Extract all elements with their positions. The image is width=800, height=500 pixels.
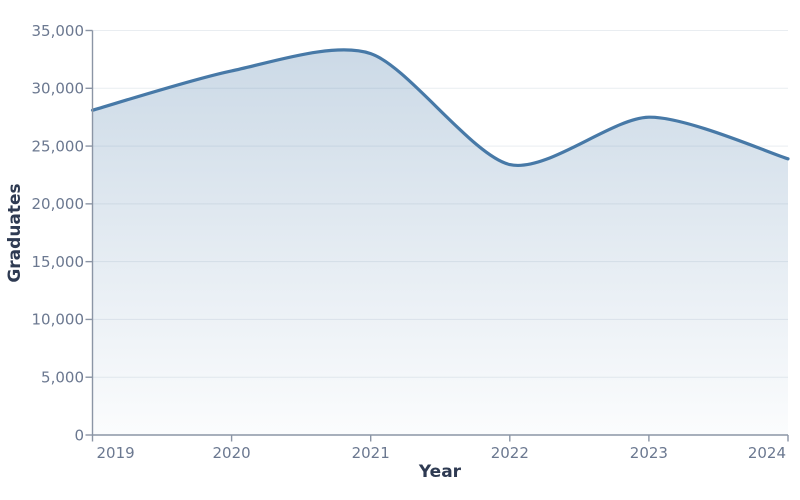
- x-tick-label: 2022: [491, 444, 529, 462]
- y-tick-labels: 0 5,000 10,000 15,000 20,000 25,000 30,000 35,0…: [32, 22, 85, 445]
- y-tick-label: 10,000: [32, 311, 85, 329]
- trend-line: [90, 48, 790, 168]
- x-tick-label: 2024: [748, 444, 786, 462]
- x-tick-label: 2021: [352, 444, 390, 462]
- area-fill: [92, 49, 788, 435]
- x-axis-title: Year: [418, 462, 462, 482]
- y-tick-label: 5,000: [41, 368, 84, 386]
- y-tick-label: 35,000: [32, 22, 85, 40]
- x-tick-labels: 2019 2020 2021 2022 2023 2024: [97, 444, 787, 462]
- x-tick-label: 2019: [97, 444, 135, 462]
- y-tick-label: 0: [74, 426, 84, 444]
- y-tick-label: 15,000: [32, 253, 85, 271]
- axes: [85, 29, 789, 442]
- x-tick-label: 2023: [630, 444, 668, 462]
- y-tick-label: 30,000: [32, 80, 85, 98]
- y-tick-label: 25,000: [32, 137, 85, 155]
- x-tick-label: 2020: [213, 444, 251, 462]
- y-tick-label: 20,000: [32, 195, 85, 213]
- y-axis-title: Graduates: [5, 183, 25, 283]
